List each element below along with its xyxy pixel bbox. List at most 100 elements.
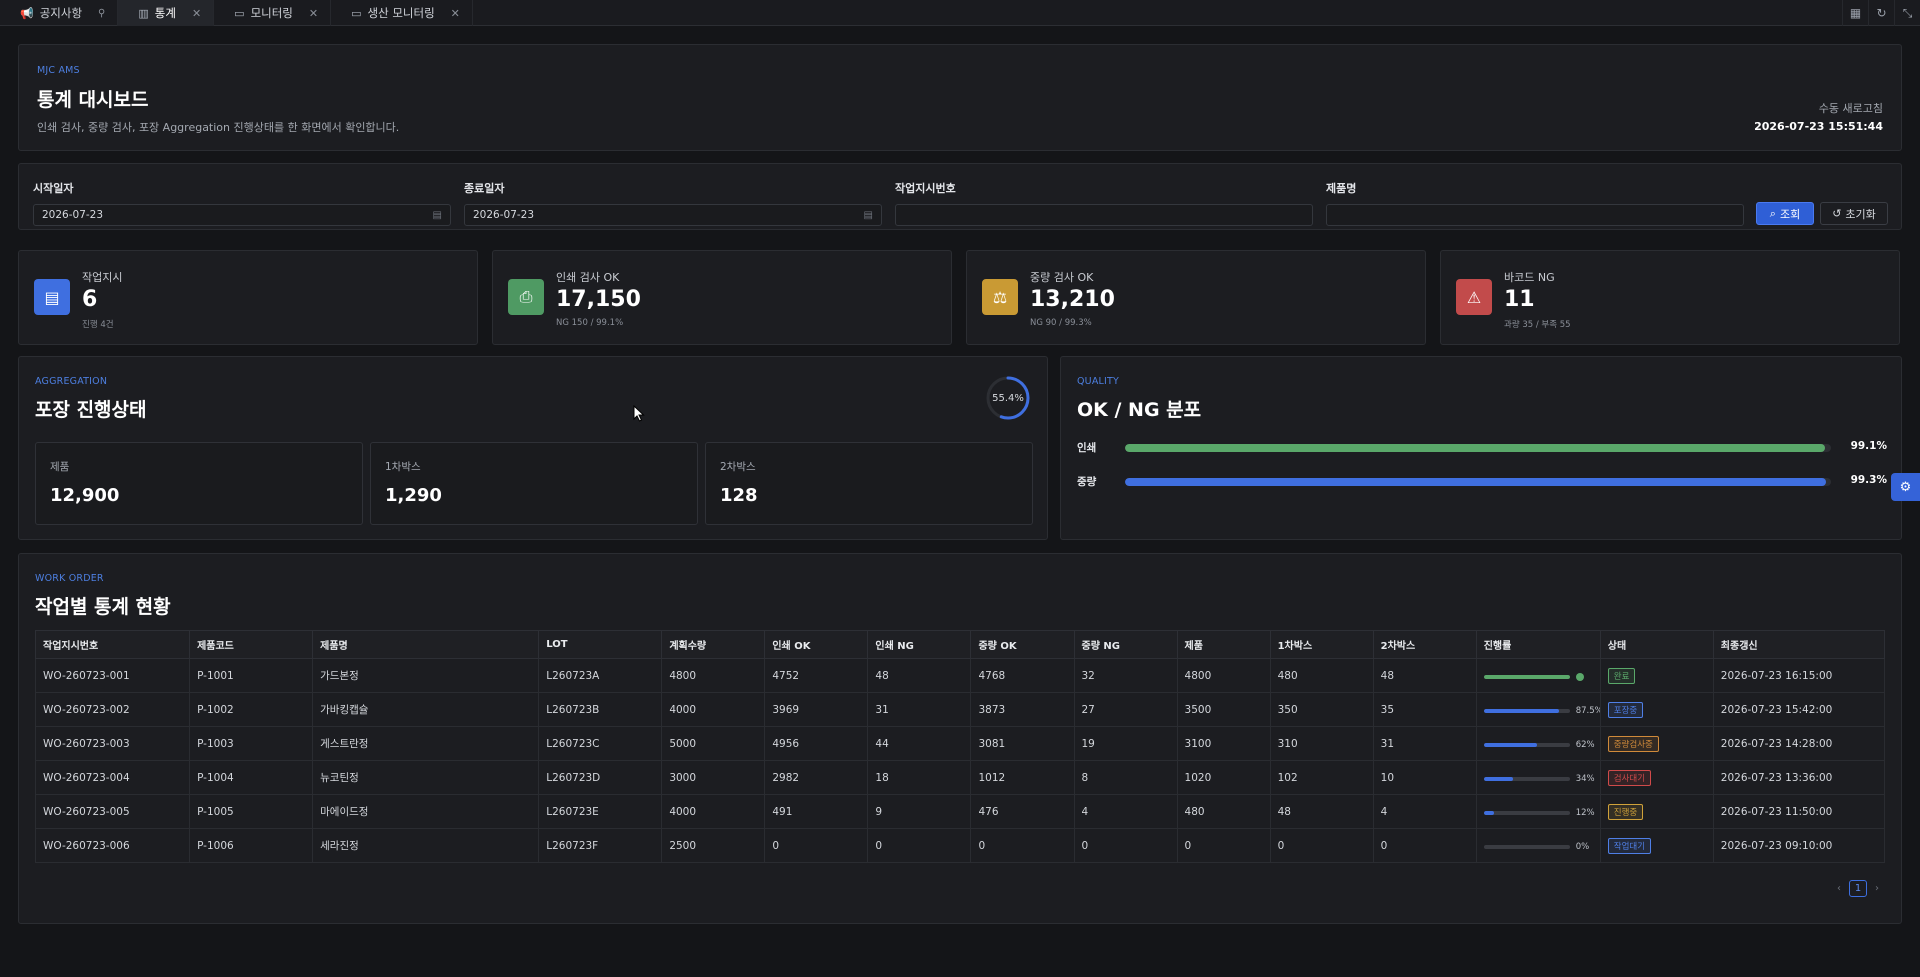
tab-statistics[interactable]: ▥ 통계 ✕ — [118, 0, 215, 26]
start-date-label: 시작일자 — [33, 182, 74, 195]
table-cell: P-1003 — [189, 726, 314, 761]
table-cell: 480 — [1270, 658, 1374, 693]
stat-value: 13,210 — [1030, 287, 1115, 312]
progress-track — [1483, 844, 1570, 849]
settings-gear-button[interactable]: ⚙ — [1891, 473, 1920, 501]
calendar-icon[interactable]: ▤ — [432, 209, 442, 221]
table-cell: 476 — [970, 794, 1075, 829]
product-name-label: 제품명 — [1326, 182, 1357, 195]
status-cell: 작업대기 — [1600, 828, 1714, 863]
table-cell: 게스트란정 — [312, 726, 540, 761]
table-cell: 310 — [1270, 726, 1374, 761]
complete-check-icon — [1575, 672, 1584, 681]
progress-fill — [1483, 708, 1559, 713]
agg-box-label: 제품 — [50, 461, 70, 473]
table-row[interactable]: WO-260723-001 P-1001 가드본정 L260723A 4800 4752 4… — [34, 658, 1886, 693]
tab-production-monitoring[interactable]: ▭ 생산 모니터링 ✕ — [331, 0, 473, 26]
column-header[interactable]: 제품코드 — [189, 630, 314, 659]
table-cell: 491 — [764, 794, 869, 829]
column-header[interactable]: 제품명 — [312, 630, 540, 659]
close-icon[interactable]: ✕ — [308, 6, 319, 20]
stat-sub: NG 150 / 99.1% — [556, 318, 624, 328]
tab-notice[interactable]: 📢 공지사항 ⚲ — [0, 0, 119, 26]
table-cell: 4 — [1373, 794, 1477, 829]
reset-button-label: 초기화 — [1845, 207, 1876, 221]
stat-card-weight-ok: ⚖ 중량 검사 OK 13,210 NG 90 / 99.3% — [966, 250, 1426, 345]
table-cell: P-1006 — [189, 828, 314, 863]
column-header[interactable]: 중량 NG — [1073, 630, 1178, 659]
table-row[interactable]: WO-260723-006 P-1006 세라진정 L260723F 2500 0 0 0 0 0… — [34, 828, 1886, 863]
table-row[interactable]: WO-260723-005 P-1005 마에이드정 L260723E 4000 491 9… — [34, 794, 1886, 829]
grid-icon[interactable]: ▦ — [1842, 0, 1868, 26]
next-page-icon[interactable]: › — [1875, 883, 1879, 894]
calendar-icon[interactable]: ▤ — [863, 209, 873, 221]
close-icon[interactable]: ✕ — [450, 6, 460, 20]
column-header[interactable]: 상태 — [1599, 630, 1714, 659]
table-row[interactable]: WO-260723-003 P-1003 게스트란정 L260723C 5000 4956… — [34, 726, 1886, 761]
table-cell: 2026-07-23 11:50:00 — [1713, 794, 1886, 829]
column-header[interactable]: 1차박스 — [1269, 630, 1374, 659]
end-date-field: 종료일자 2026-07-23 ▤ — [464, 180, 882, 226]
agg-box-secondary: 2차박스 128 — [705, 442, 1033, 525]
tab-monitoring[interactable]: ▭ 모니터링 ✕ — [214, 0, 332, 26]
table-cell: 44 — [867, 726, 972, 761]
progress-text: 62% — [1575, 739, 1595, 750]
close-icon[interactable]: ✕ — [191, 6, 202, 20]
table-cell: 480 — [1177, 794, 1271, 829]
table-cell: 31 — [867, 692, 972, 727]
column-header[interactable]: 최종갱신 — [1712, 630, 1886, 659]
column-header[interactable]: 계획수량 — [661, 630, 766, 659]
table-row[interactable]: WO-260723-004 P-1004 뉴코틴정 L260723D 3000 2982 1… — [34, 760, 1886, 795]
start-date-field: 시작일자 2026-07-23 ▤ — [33, 180, 451, 226]
table-cell: 48 — [1373, 658, 1477, 693]
column-header[interactable]: 인쇄 NG — [867, 630, 972, 659]
progress-fill — [1483, 810, 1494, 815]
clipboard-icon: ▤ — [34, 279, 70, 315]
progress-cell: 12% — [1476, 794, 1601, 829]
agg-box-value: 12,900 — [50, 485, 120, 506]
table-cell: 102 — [1270, 760, 1374, 795]
dashboard-header: MJC AMS 통계 대시보드 인쇄 검사, 중량 검사, 포장 Aggrega… — [18, 44, 1902, 151]
table-cell: 마에이드정 — [312, 794, 540, 829]
column-header[interactable]: LOT — [538, 630, 663, 659]
quality-bar-fill — [1125, 444, 1825, 452]
column-header[interactable]: 작업지시번호 — [34, 630, 191, 659]
status-badge: 검사대기 — [1607, 769, 1652, 786]
page-current[interactable]: 1 — [1849, 880, 1867, 897]
page-title: 통계 대시보드 — [37, 89, 149, 111]
refresh-icon[interactable]: ↻ — [1868, 0, 1894, 26]
agg-box-label: 2차박스 — [720, 461, 756, 473]
pin-icon[interactable]: ⚲ — [98, 7, 106, 19]
stat-card-barcode-ng: ⚠ 바코드 NG 11 과량 35 / 부족 55 — [1440, 250, 1900, 345]
table-cell: 35 — [1373, 692, 1477, 727]
stat-value: 11 — [1504, 287, 1535, 312]
manual-refresh-link[interactable]: 수동 새로고침 — [1818, 102, 1883, 115]
quality-row-print: 인쇄 99.1% — [1077, 440, 1887, 456]
tab-label: 공지사항 — [39, 6, 83, 20]
end-date-input[interactable]: 2026-07-23 ▤ — [464, 204, 882, 226]
quality-label: 중량 — [1077, 476, 1097, 488]
table-cell: 2982 — [764, 760, 869, 795]
product-name-input[interactable] — [1326, 204, 1744, 226]
prev-page-icon[interactable]: ‹ — [1837, 883, 1841, 894]
column-header[interactable]: 2차박스 — [1372, 630, 1477, 659]
progress-bar: 34% — [1483, 774, 1595, 784]
table-row[interactable]: WO-260723-002 P-1002 가바킹캡슐 L260723B 4000 3969… — [34, 692, 1886, 727]
table-cell: 9 — [867, 794, 972, 829]
table-cell: 31 — [1373, 726, 1477, 761]
column-header[interactable]: 진행률 — [1475, 630, 1601, 659]
reset-button[interactable]: ↺ 초기화 — [1820, 202, 1888, 225]
quality-bar-track — [1125, 444, 1831, 452]
status-badge: 완료 — [1607, 667, 1636, 684]
table-cell: P-1002 — [189, 692, 314, 727]
column-header[interactable]: 인쇄 OK — [764, 630, 869, 659]
collapse-icon[interactable]: ⤡ — [1894, 0, 1920, 26]
work-order-input[interactable] — [895, 204, 1313, 226]
search-button[interactable]: ⌕ 조회 — [1756, 202, 1814, 225]
warning-icon: ⚠ — [1456, 279, 1492, 315]
start-date-input[interactable]: 2026-07-23 ▤ — [33, 204, 451, 226]
work-order-label: 작업지시번호 — [895, 182, 956, 195]
column-header[interactable]: 중량 OK — [970, 630, 1075, 659]
column-header[interactable]: 제품 — [1176, 630, 1271, 659]
start-date-value: 2026-07-23 — [42, 209, 104, 221]
